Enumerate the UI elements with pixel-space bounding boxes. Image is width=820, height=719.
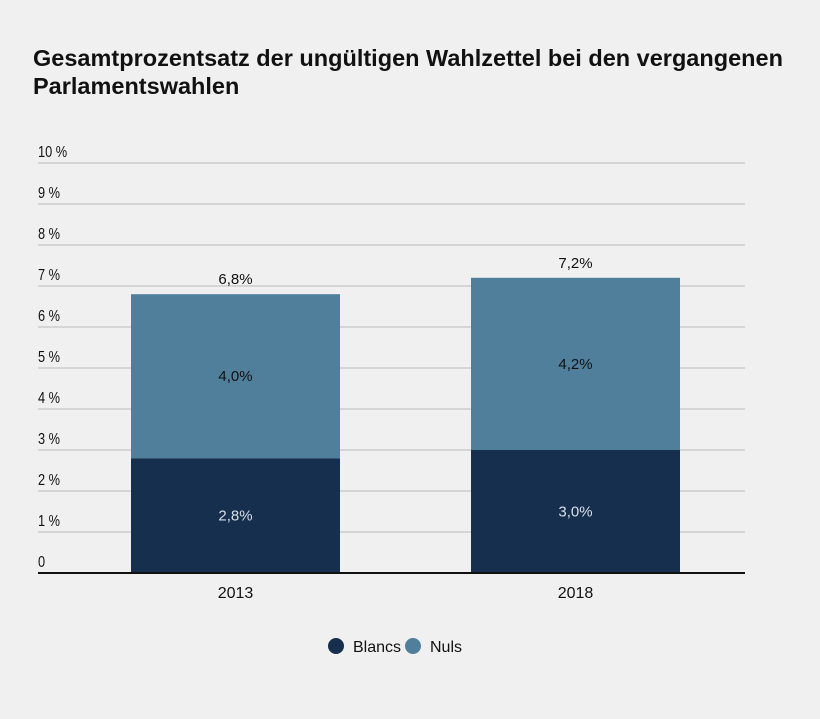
total-label: 7,2% — [558, 255, 592, 272]
bar-nuls-2013 — [131, 294, 340, 459]
legend-label-nuls: Nuls — [430, 639, 462, 656]
bar-value-label: 2,8% — [218, 508, 252, 525]
x-tick-label: 2013 — [218, 585, 254, 602]
x-tick-label: 2018 — [558, 585, 594, 602]
legend-label-blancs: Blancs — [353, 639, 401, 656]
y-tick-label: 2 % — [38, 472, 60, 490]
y-tick-label: 4 % — [38, 390, 60, 408]
legend-marker-nuls — [405, 638, 421, 654]
y-tick-label: 6 % — [38, 308, 60, 326]
total-label: 6,8% — [218, 271, 252, 288]
y-tick-label: 0 — [38, 554, 45, 572]
chart-title: Gesamtprozentsatz der ungültigen Wahlzet… — [33, 45, 783, 99]
bar-value-label: 4,2% — [558, 356, 592, 373]
bar-blancs-2013 — [131, 458, 340, 573]
bar-value-label: 3,0% — [558, 504, 592, 521]
bar-nuls-2018 — [471, 277, 680, 450]
y-tick-label: 7 % — [38, 267, 60, 285]
y-tick-label: 9 % — [38, 185, 60, 203]
y-tick-label: 3 % — [38, 431, 60, 449]
bar-value-label: 4,0% — [218, 368, 252, 385]
y-tick-label: 1 % — [38, 513, 60, 531]
y-tick-label: 8 % — [38, 226, 60, 244]
bar-blancs-2018 — [471, 450, 680, 573]
y-tick-label: 5 % — [38, 349, 60, 367]
legend-marker-blancs — [328, 638, 344, 654]
y-tick-label: 10 % — [38, 144, 67, 162]
